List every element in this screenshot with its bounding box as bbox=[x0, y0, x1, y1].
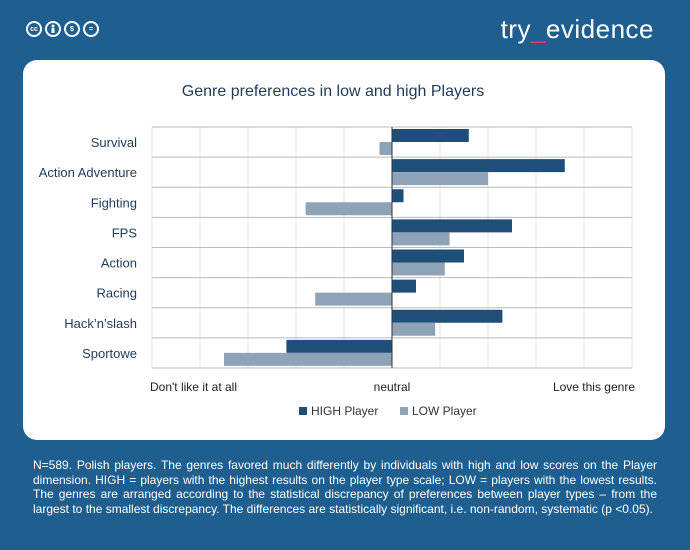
category-label: Action Adventure bbox=[39, 165, 137, 180]
category-label: Sportowe bbox=[82, 346, 137, 361]
legend-label: LOW Player bbox=[412, 404, 477, 418]
bar-low-player bbox=[392, 232, 450, 246]
bar-low-player bbox=[392, 322, 436, 336]
bar-high-player bbox=[392, 249, 464, 263]
bar-low-player bbox=[379, 142, 392, 155]
bar-low-player bbox=[315, 292, 392, 306]
category-label: Racing bbox=[97, 286, 137, 301]
bar-low-player bbox=[392, 262, 445, 276]
bar-high-player bbox=[392, 189, 404, 203]
bar-low-player bbox=[224, 352, 392, 366]
bar-high-player bbox=[392, 279, 416, 293]
bar-high-player bbox=[286, 339, 392, 353]
chart-card: Genre preferences in low and high Player… bbox=[23, 60, 665, 440]
cc-license-icon: cc bbox=[26, 21, 42, 37]
chart-title: Genre preferences in low and high Player… bbox=[182, 83, 484, 100]
legend-swatch bbox=[400, 407, 408, 415]
category-label: Hack’n’slash bbox=[64, 316, 137, 331]
attribution-icon bbox=[45, 21, 61, 37]
x-tick-label: Love this genre bbox=[553, 380, 635, 394]
legend-swatch bbox=[299, 407, 307, 415]
bar-low-player bbox=[392, 172, 488, 186]
category-label: Action bbox=[101, 256, 137, 271]
category-label: FPS bbox=[112, 225, 138, 240]
x-tick-label: neutral bbox=[374, 380, 411, 394]
non-commercial-icon: $ bbox=[64, 21, 80, 37]
bar-high-player bbox=[392, 309, 503, 323]
category-label: Survival bbox=[91, 135, 137, 150]
no-derivatives-icon: = bbox=[83, 21, 99, 37]
bar-high-player bbox=[392, 219, 512, 233]
bar-high-player bbox=[392, 129, 469, 142]
legend-label: HIGH Player bbox=[311, 404, 378, 418]
bar-chart: Genre preferences in low and high Player… bbox=[39, 83, 636, 418]
chart-caption: N=589. Polish players. The genres favore… bbox=[33, 458, 657, 516]
bar-high-player bbox=[392, 159, 565, 173]
category-label: Fighting bbox=[91, 195, 137, 210]
brand-logo: try_evidence bbox=[500, 14, 654, 44]
license-badges: cc $ = bbox=[26, 21, 99, 37]
bar-low-player bbox=[305, 202, 392, 216]
x-tick-label: Don't like it at all bbox=[150, 380, 237, 394]
